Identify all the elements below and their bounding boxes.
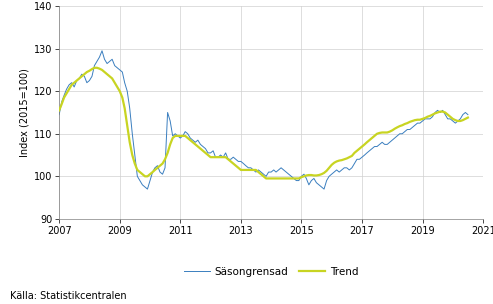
Line: Trend: Trend [59,68,468,178]
Y-axis label: Index (2015=100): Index (2015=100) [20,68,30,157]
Legend: Säsongrensad, Trend: Säsongrensad, Trend [179,262,363,281]
Line: Säsongrensad: Säsongrensad [59,51,468,189]
Text: Källa: Statistikcentralen: Källa: Statistikcentralen [10,291,127,301]
